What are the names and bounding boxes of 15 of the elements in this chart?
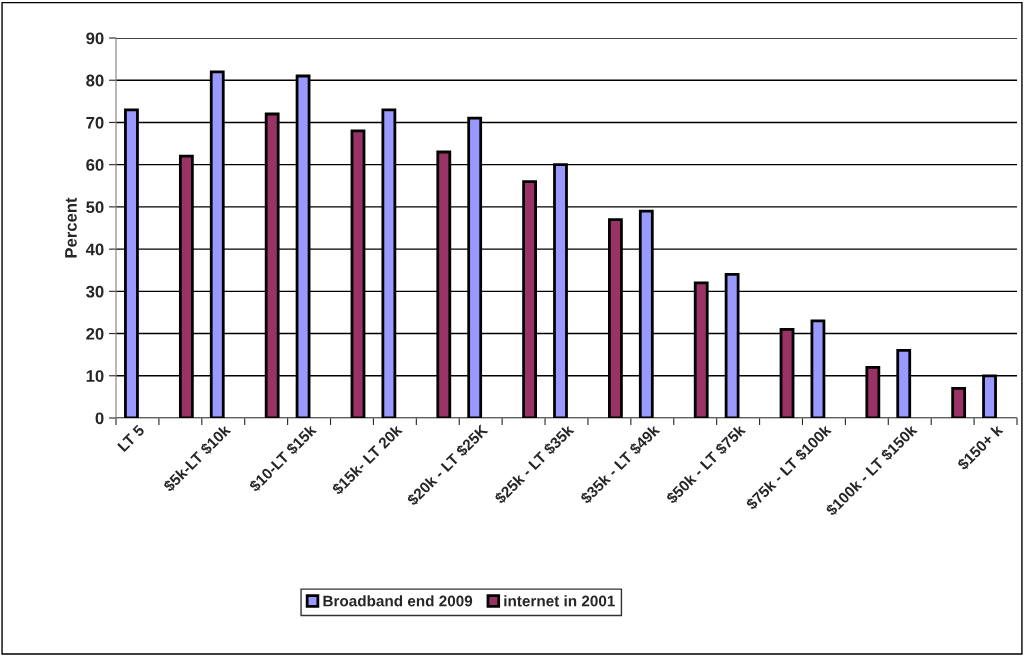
y-tick-label: 80 [86,74,104,87]
y-tick-label: 20 [86,327,104,340]
bar [951,387,967,418]
y-tick-label: 60 [86,159,104,171]
y-tick-label: 40 [85,243,104,256]
legend-label: internet in 2001 [504,595,615,607]
y-tick-label: 70 [86,116,104,129]
y-tick-label: 30 [86,285,104,298]
legend-label: Broadband end 2009 [323,595,473,607]
y-tick-label: 0 [95,412,104,425]
y-tick-label: 50 [86,201,104,214]
y-axis-title: Percent [65,197,77,258]
y-tick-label: 90 [86,32,104,45]
y-tick-label: 10 [86,370,104,382]
x-tick-label: LT 5 [117,424,146,453]
